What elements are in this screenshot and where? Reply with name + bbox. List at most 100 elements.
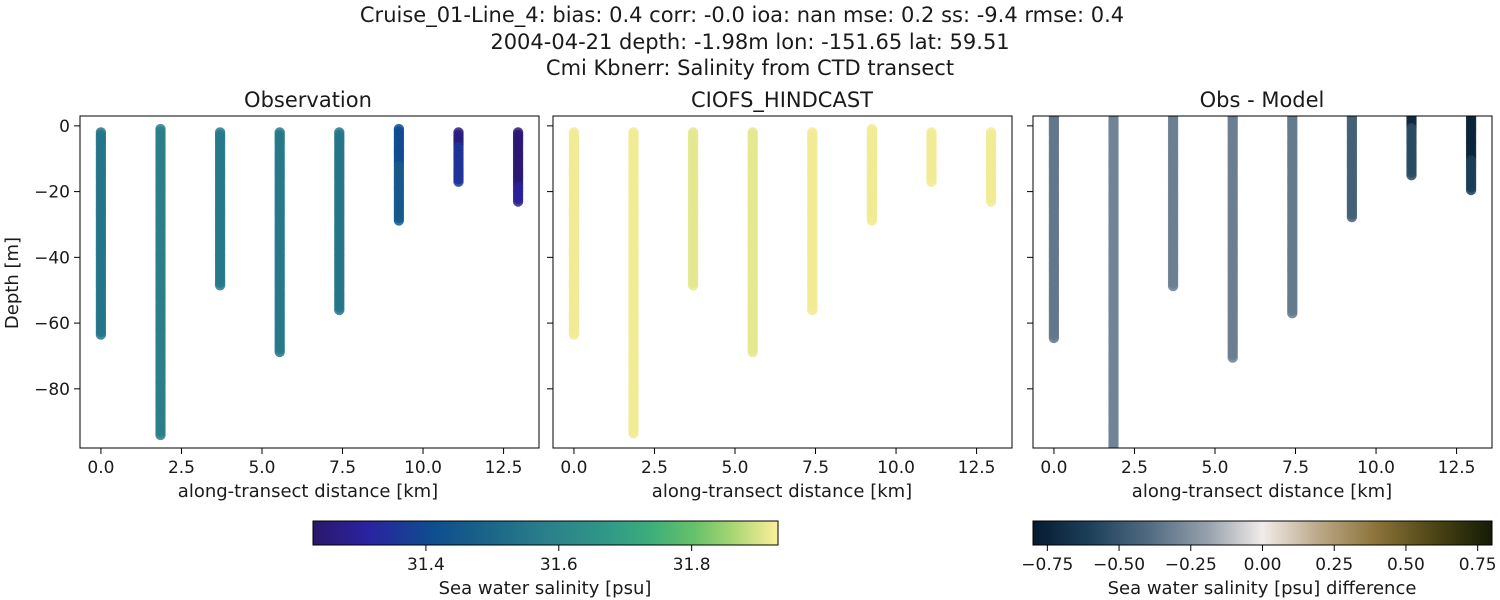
- depth-tick-label: −40: [34, 248, 70, 268]
- salinity-colorbar-tick-label: 31.8: [673, 555, 711, 575]
- difference-colorbar-tick-label: 0.75: [1459, 555, 1497, 575]
- difference-colorbar-gradient: [1032, 520, 1493, 546]
- depth-axis-label: Depth [m]: [2, 237, 23, 329]
- difference-profile-5: [1287, 116, 1298, 319]
- model-profile-3: [687, 127, 699, 291]
- model-point: [747, 346, 758, 358]
- model-profile-1: [568, 127, 580, 340]
- difference-point: [1167, 280, 1179, 292]
- model-point: [568, 329, 580, 340]
- observation-profile-2: [155, 123, 166, 441]
- difference-x-tick-label: 7.5: [1282, 458, 1309, 478]
- model-plot-frame: [552, 115, 1013, 449]
- salinity-colorbar-tick-label: 31.6: [540, 555, 578, 575]
- salinity-colorbar-tick-label: 31.4: [407, 555, 445, 575]
- model-data-points: [568, 123, 997, 439]
- model-profile-5: [807, 127, 818, 316]
- model-point: [926, 176, 937, 187]
- model-x-tick-label: 5.0: [721, 458, 748, 478]
- difference-profile-1: [1048, 116, 1060, 344]
- difference-colorbar: Sea water salinity [psu] difference −0.7…: [1021, 520, 1497, 599]
- observation-x-tick-label: 7.5: [329, 458, 356, 478]
- observation-point: [155, 429, 166, 441]
- difference-profile-4: [1227, 116, 1238, 363]
- figure-title-line-1: Cruise_01-Line_4: bias: 0.4 corr: -0.0 i…: [360, 3, 1124, 28]
- model-point: [807, 304, 818, 316]
- observation-plot-frame: [79, 115, 540, 449]
- observation-profile-3: [214, 127, 226, 291]
- model-panel-title: CIOFS_HINDCAST: [691, 88, 873, 113]
- model-profile-7: [926, 127, 937, 187]
- difference-colorbar-tick-label: −0.50: [1093, 555, 1145, 575]
- observation-point: [393, 215, 405, 226]
- observation-x-tick-label: 5.0: [248, 458, 275, 478]
- model-profile-6: [866, 123, 878, 226]
- difference-plot-frame: [1032, 115, 1493, 449]
- difference-colorbar-tick-label: 0.50: [1387, 555, 1425, 575]
- model-x-tick-label: 0.0: [560, 458, 587, 478]
- observation-x-tick-label: 2.5: [168, 458, 195, 478]
- difference-x-tick-label: 2.5: [1121, 458, 1148, 478]
- difference-data-points: [1048, 116, 1477, 448]
- observation-point: [334, 304, 345, 316]
- observation-profile-7: [453, 127, 464, 187]
- model-x-tick-label: 7.5: [802, 458, 829, 478]
- difference-colorbar-tick-label: −0.75: [1021, 555, 1073, 575]
- observation-profile-4: [274, 127, 285, 358]
- difference-point: [1108, 441, 1119, 448]
- difference-point: [1346, 211, 1358, 223]
- figure-title-line-2: 2004-04-21 depth: -1.98m lon: -151.65 la…: [490, 30, 1009, 54]
- depth-tick-label: −60: [34, 314, 70, 334]
- difference-panel-title: Obs - Model: [1200, 88, 1325, 112]
- observation-point: [95, 329, 107, 340]
- difference-profile-2: [1108, 116, 1119, 448]
- model-x-axis-label: along-transect distance [km]: [652, 481, 912, 502]
- depth-tick-label: 0: [59, 117, 70, 137]
- observation-point: [274, 346, 285, 358]
- difference-profile-7: [1406, 116, 1417, 181]
- model-x-tick-label: 2.5: [641, 458, 668, 478]
- model-point: [866, 215, 878, 226]
- difference-profile-8: [1465, 116, 1477, 196]
- observation-profile-5: [334, 127, 345, 316]
- model-profile-8: [985, 127, 997, 207]
- depth-tick-label: −20: [34, 183, 70, 203]
- figure-title-line-3: Cmi Kbnerr: Salinity from CTD transect: [546, 56, 954, 80]
- difference-colorbar-tick-label: 0.00: [1244, 555, 1282, 575]
- difference-colorbar-tick-label: 0.25: [1315, 555, 1353, 575]
- observation-panel-title: Observation: [244, 88, 372, 112]
- observation-panel: Observation along-transect distance [km]…: [2, 88, 540, 502]
- model-profile-4: [747, 127, 758, 358]
- model-x-tick-label: 10.0: [877, 458, 915, 478]
- depth-tick-label: −80: [34, 380, 70, 400]
- difference-colorbar-label: Sea water salinity [psu] difference: [1108, 578, 1417, 599]
- observation-profile-8: [512, 127, 524, 207]
- difference-x-tick-label: 5.0: [1201, 458, 1228, 478]
- difference-point: [1287, 308, 1298, 319]
- observation-x-axis-label: along-transect distance [km]: [178, 481, 438, 502]
- observation-x-tick-label: 10.0: [404, 458, 442, 478]
- observation-point: [453, 176, 464, 187]
- observation-data-points: [95, 123, 524, 441]
- salinity-colorbar: Sea water salinity [psu] 31.4 31.6 31.8: [312, 520, 779, 599]
- difference-colorbar-tick-label: −0.25: [1165, 555, 1217, 575]
- model-point: [985, 196, 997, 207]
- observation-point: [214, 280, 226, 291]
- model-panel: CIOFS_HINDCAST along-transect distance […: [547, 88, 1013, 502]
- salinity-colorbar-gradient: [312, 520, 779, 546]
- model-profile-2: [628, 127, 639, 439]
- observation-x-tick-label: 12.5: [485, 458, 523, 478]
- observation-profile-1: [95, 127, 107, 340]
- difference-profile-3: [1167, 116, 1179, 292]
- difference-point: [1227, 352, 1238, 363]
- model-point: [687, 280, 699, 291]
- salinity-colorbar-label: Sea water salinity [psu]: [439, 578, 652, 599]
- difference-x-tick-label: 12.5: [1438, 458, 1476, 478]
- difference-x-tick-label: 10.0: [1357, 458, 1395, 478]
- difference-point: [1465, 184, 1477, 196]
- observation-x-tick-label: 0.0: [87, 458, 114, 478]
- difference-panel: Obs - Model along-transect distance [km]…: [1027, 88, 1493, 502]
- difference-profile-6: [1346, 116, 1358, 223]
- difference-x-tick-label: 0.0: [1040, 458, 1067, 478]
